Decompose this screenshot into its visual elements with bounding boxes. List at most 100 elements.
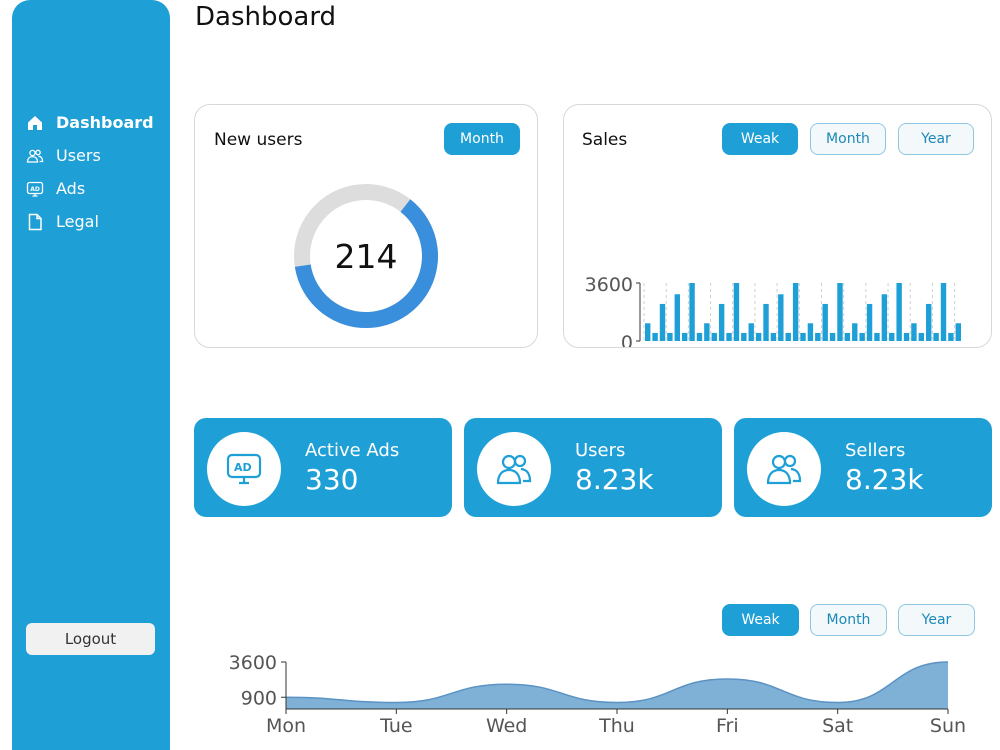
donut-progress-arc — [294, 184, 438, 328]
sidebar-item-dashboard[interactable]: Dashboard — [26, 106, 154, 139]
sidebar-nav: Dashboard Users AD Ads Legal — [26, 106, 154, 238]
sales-bar — [800, 332, 806, 341]
sales-bar — [726, 332, 732, 341]
y-tick-label: 3600 — [229, 652, 277, 674]
sidebar-item-legal[interactable]: Legal — [26, 205, 154, 238]
sales-bar — [645, 323, 651, 341]
new-users-card: New users Month 214 — [194, 104, 538, 348]
sales-bar — [755, 332, 762, 341]
svg-text:AD: AD — [30, 185, 40, 192]
sales-bar — [718, 303, 725, 341]
x-tick-label: Fri — [716, 715, 739, 737]
logout-button[interactable]: Logout — [26, 623, 155, 655]
x-tick-label: Sun — [930, 715, 966, 737]
x-tick-label: Wed — [486, 715, 527, 737]
sales-bar — [955, 323, 961, 341]
sales-bar — [859, 332, 865, 341]
sales-bar — [681, 332, 688, 341]
stat-card-sellers: Sellers 8.23k — [734, 418, 992, 517]
sales-bar — [689, 283, 695, 341]
document-icon — [26, 213, 44, 231]
stat-label: Active Ads — [305, 440, 400, 461]
sales-bar — [770, 332, 777, 341]
ad-icon: AD — [26, 180, 44, 198]
sidebar-item-ads[interactable]: AD Ads — [26, 172, 154, 205]
sales-bar — [948, 332, 954, 341]
stat-value: 8.23k — [575, 463, 654, 496]
sidebar-item-users[interactable]: Users — [26, 139, 154, 172]
sales-bar — [926, 303, 932, 341]
sales-bar — [652, 332, 658, 341]
page-title: Dashboard — [195, 2, 337, 32]
ad-monitor-icon: AD — [207, 432, 281, 506]
sales-card: Sales Weak Month Year 3600 0 — [563, 104, 992, 348]
sales-bar — [881, 294, 888, 341]
stat-card-users: Users 8.23k — [464, 418, 722, 517]
sales-bar-chart: 3600 0 — [585, 274, 961, 347]
sales-bar — [778, 294, 784, 341]
sellers-icon — [747, 432, 821, 506]
area-fill — [286, 662, 948, 709]
sidebar-item-label: Legal — [56, 212, 99, 231]
x-tick-label: Tue — [379, 715, 412, 737]
sales-bar — [815, 332, 821, 341]
sales-bar — [829, 332, 836, 341]
x-tick-label: Mon — [266, 715, 306, 737]
sales-bar — [763, 303, 769, 341]
sidebar-item-label: Ads — [56, 179, 86, 198]
weekly-month-button[interactable]: Month — [810, 604, 887, 636]
new-users-month-button[interactable]: Month — [444, 123, 520, 155]
sales-bar — [667, 332, 673, 341]
weekly-area-chart: 3600 900 Mon Tue Wed Thu Fri Sat Sun — [229, 652, 966, 737]
y-tick-label: 0 — [621, 332, 633, 347]
home-icon — [26, 114, 44, 132]
weekly-weak-button[interactable]: Weak — [722, 604, 799, 636]
new-users-count: 214 — [334, 236, 398, 276]
sales-month-button[interactable]: Month — [810, 123, 886, 155]
sidebar: Dashboard Users AD Ads Legal Logout — [12, 0, 170, 750]
sales-bar — [896, 283, 902, 341]
sales-weak-button[interactable]: Weak — [722, 123, 798, 155]
stat-label: Users — [575, 440, 626, 461]
sales-bar — [903, 332, 910, 341]
sales-bar — [704, 323, 710, 341]
sales-bar — [674, 294, 680, 341]
new-users-donut: 214 — [292, 182, 440, 330]
users-icon — [477, 432, 551, 506]
sidebar-item-label: Users — [56, 146, 101, 165]
y-tick-label: 3600 — [585, 274, 633, 296]
sales-bar — [844, 332, 851, 341]
sales-bar — [911, 323, 917, 341]
stat-card-active-ads: AD Active Ads 330 — [194, 418, 452, 517]
sales-bar — [696, 332, 703, 341]
sales-bar — [659, 303, 666, 341]
svg-text:AD: AD — [234, 461, 252, 474]
sales-bar — [741, 332, 747, 341]
area-line — [285, 661, 949, 704]
sidebar-item-label: Dashboard — [56, 113, 154, 132]
sales-bar — [711, 332, 717, 341]
sales-bar — [733, 283, 740, 341]
users-icon — [26, 147, 44, 165]
x-tick-label: Sat — [822, 715, 853, 737]
weekly-year-button[interactable]: Year — [898, 604, 975, 636]
sales-bar — [933, 332, 939, 341]
sales-bar — [940, 283, 947, 341]
sales-bar — [785, 332, 791, 341]
sales-title: Sales — [582, 130, 628, 150]
x-tick-label: Thu — [598, 715, 635, 737]
sales-bar — [837, 283, 843, 341]
stat-value: 330 — [305, 463, 359, 496]
y-tick-label: 900 — [241, 687, 277, 709]
sales-bar — [748, 323, 754, 341]
stat-value: 8.23k — [845, 463, 924, 496]
sales-year-button[interactable]: Year — [898, 123, 974, 155]
sales-bar — [918, 332, 925, 341]
sales-bar — [822, 303, 828, 341]
sales-bar — [866, 303, 873, 341]
sales-bar — [874, 332, 880, 341]
sales-bar — [852, 323, 858, 341]
sales-bar — [807, 323, 814, 341]
new-users-title: New users — [214, 130, 303, 150]
sales-bar — [889, 332, 895, 341]
